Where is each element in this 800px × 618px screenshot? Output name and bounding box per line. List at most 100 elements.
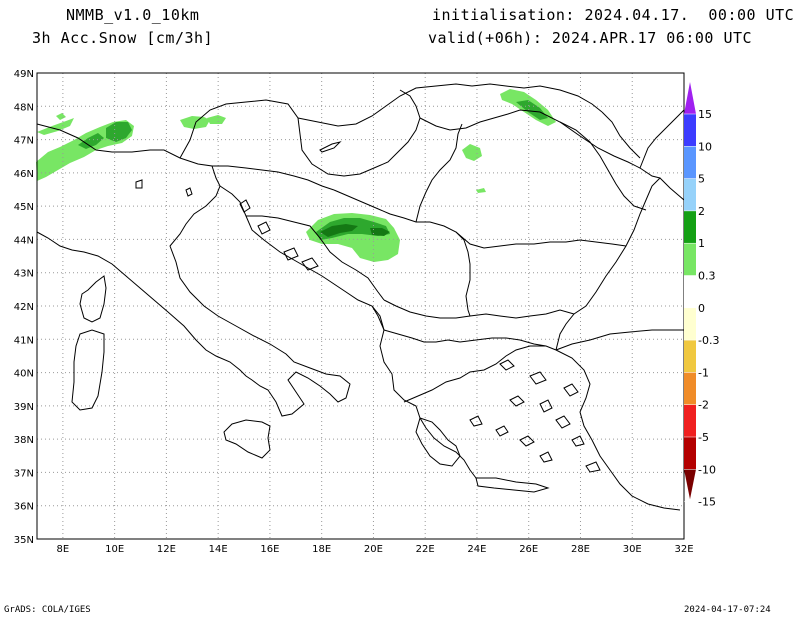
legend-color-box [684, 340, 696, 373]
legend-color-box [684, 243, 696, 276]
aegean-island [571, 435, 585, 447]
legend-label: 0.3 [698, 270, 716, 283]
field-name: 3h Acc.Snow [cm/3h] [32, 29, 214, 47]
adriatic-island [239, 199, 251, 213]
black-sea-west-coast [555, 177, 685, 351]
legend-color-box [684, 404, 696, 437]
snow-area-alps-east [180, 116, 210, 129]
lon-tick-label: 30E [623, 544, 642, 555]
aegean-island [563, 383, 579, 397]
snow-area-romania-blob [462, 144, 482, 161]
lat-tick-label: 41N [14, 335, 34, 346]
country-border [383, 299, 575, 319]
legend-color-box [684, 372, 696, 405]
legend-color-box [684, 275, 696, 308]
corsica-outline [79, 275, 107, 323]
lon-tick-label: 10E [105, 544, 124, 555]
legend-label: 5 [698, 173, 705, 186]
timestamp-text: 2024-04-17-07:24 [684, 605, 771, 615]
legend-color-box [684, 307, 696, 341]
lon-tick-label: 24E [467, 544, 486, 555]
aegean-island [469, 415, 483, 427]
map-frame [36, 72, 685, 540]
valid-time: valid(+06h): 2024.APR.17 06:00 UTC [428, 29, 753, 47]
lat-tick-label: 36N [14, 502, 34, 513]
adriatic-island [257, 221, 271, 235]
legend-label: -5 [698, 431, 709, 444]
snow-area-balkans-dark2 [370, 228, 390, 236]
adriatic-island [283, 247, 299, 261]
aegean-island [509, 395, 525, 407]
color-legend: 15 10 5 2 1 0.3 0 -0.3 -1 -2 -5 -10 -15 [684, 82, 719, 509]
legend-label: 2 [698, 205, 705, 218]
country-border [601, 111, 641, 159]
lat-tick-label: 47N [14, 136, 34, 147]
legend-arrow-top [684, 82, 696, 114]
longitude-labels: 8E 10E 12E 14E 16E 18E 20E 22E 24E 26E 28E 30E 32E [57, 544, 694, 555]
lon-tick-label: 28E [571, 544, 590, 555]
balkan-coast [219, 185, 477, 479]
country-border [371, 305, 385, 331]
legend-label: 10 [698, 140, 712, 153]
greece-outline [403, 345, 557, 403]
lat-tick-label: 46N [14, 169, 34, 180]
country-border [429, 221, 471, 317]
lake-outline [135, 179, 143, 189]
legend-color-box [684, 114, 696, 147]
snow-area-balkans-dark [320, 224, 358, 237]
lat-tick-label: 40N [14, 369, 34, 380]
snow-field [36, 89, 556, 262]
country-border [333, 189, 430, 223]
legend-color-box [684, 178, 696, 211]
italy-outline [36, 123, 351, 417]
snow-area-alps-dark1 [78, 133, 104, 149]
lake-outline [185, 187, 193, 197]
map-grid [37, 73, 684, 539]
country-border [639, 109, 685, 169]
legend-label: -10 [698, 463, 716, 476]
lat-tick-label: 45N [14, 202, 34, 213]
lon-tick-label: 12E [157, 544, 176, 555]
latitude-labels: 49N 48N 47N 46N 45N 44N 43N 42N 41N 40N 39N 38N 37N 3… [14, 69, 34, 546]
aegean-island [555, 415, 571, 429]
legend-label: -1 [698, 366, 709, 379]
coastlines-and-borders [36, 83, 685, 511]
snow-area-alps-mid [37, 118, 74, 135]
moldova-border [559, 121, 647, 211]
lon-tick-label: 26E [519, 544, 538, 555]
lon-tick-label: 32E [674, 544, 693, 555]
lon-tick-label: 18E [312, 544, 331, 555]
sicily-outline [223, 419, 271, 459]
aegean-island [499, 359, 515, 371]
country-border [471, 83, 603, 113]
lat-tick-label: 37N [14, 468, 34, 479]
snow-area-alps-east2 [207, 115, 226, 124]
lat-tick-label: 49N [14, 69, 34, 80]
lon-tick-label: 8E [57, 544, 70, 555]
snow-area-alps-dark2 [106, 122, 132, 142]
map-panel: 49N 48N 47N 46N 45N 44N 43N 42N 41N 40N 39N 38N 37N 3… [14, 69, 694, 555]
country-border [212, 165, 335, 191]
aegean-island [585, 461, 601, 473]
lon-tick-label: 16E [260, 544, 279, 555]
aegean-island [539, 399, 553, 413]
country-border [297, 83, 473, 127]
country-border [459, 337, 547, 347]
lat-tick-label: 38N [14, 435, 34, 446]
snow-area-alps-dot [56, 113, 66, 120]
lat-tick-label: 48N [14, 102, 34, 113]
lon-tick-label: 22E [416, 544, 435, 555]
lon-tick-label: 20E [364, 544, 383, 555]
legend-label: -15 [698, 496, 716, 509]
peloponnese-outline [415, 417, 461, 467]
credit-text: GrADS: COLA/IGES [4, 605, 91, 615]
lat-tick-label: 39N [14, 402, 34, 413]
aegean-island [529, 371, 547, 385]
aegean-island [495, 425, 509, 437]
country-border [383, 329, 461, 343]
sardinia-outline [71, 329, 105, 411]
bosporus-coast [555, 329, 684, 351]
country-border [455, 231, 627, 249]
legend-label: 1 [698, 237, 705, 250]
